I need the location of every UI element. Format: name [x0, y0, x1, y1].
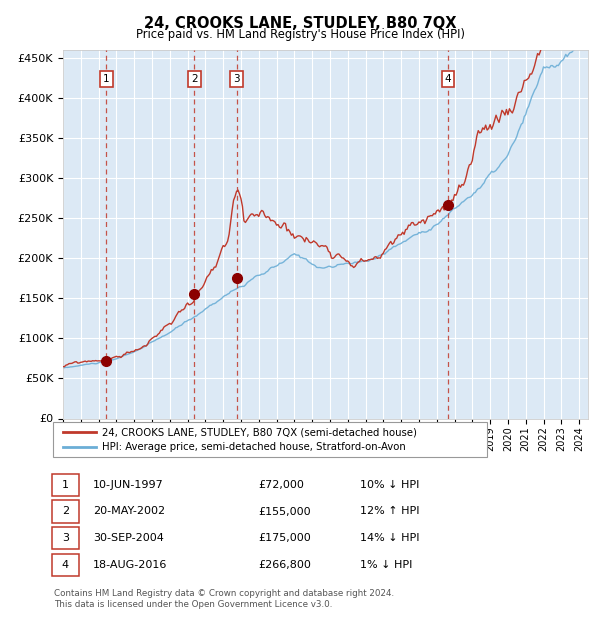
Text: 30-SEP-2004: 30-SEP-2004 [93, 533, 164, 543]
Text: £155,000: £155,000 [258, 507, 311, 516]
Text: £72,000: £72,000 [258, 480, 304, 490]
Text: 20-MAY-2002: 20-MAY-2002 [93, 507, 165, 516]
Text: 1% ↓ HPI: 1% ↓ HPI [360, 560, 412, 570]
Text: £266,800: £266,800 [258, 560, 311, 570]
Text: £175,000: £175,000 [258, 533, 311, 543]
Text: 4: 4 [62, 560, 69, 570]
Text: 1: 1 [62, 480, 69, 490]
Text: 10-JUN-1997: 10-JUN-1997 [93, 480, 164, 490]
Text: 2: 2 [62, 507, 69, 516]
Text: 3: 3 [62, 533, 69, 543]
Text: 24, CROOKS LANE, STUDLEY, B80 7QX: 24, CROOKS LANE, STUDLEY, B80 7QX [144, 16, 456, 30]
Text: Contains HM Land Registry data © Crown copyright and database right 2024.
This d: Contains HM Land Registry data © Crown c… [54, 590, 394, 609]
Text: 2: 2 [191, 74, 197, 84]
Text: 3: 3 [233, 74, 240, 84]
Text: 14% ↓ HPI: 14% ↓ HPI [360, 533, 419, 543]
Text: 1: 1 [103, 74, 110, 84]
Text: 24, CROOKS LANE, STUDLEY, B80 7QX (semi-detached house): 24, CROOKS LANE, STUDLEY, B80 7QX (semi-… [102, 427, 417, 438]
Text: 12% ↑ HPI: 12% ↑ HPI [360, 507, 419, 516]
Text: 4: 4 [445, 74, 451, 84]
Text: HPI: Average price, semi-detached house, Stratford-on-Avon: HPI: Average price, semi-detached house,… [102, 441, 406, 452]
Text: 10% ↓ HPI: 10% ↓ HPI [360, 480, 419, 490]
Text: 18-AUG-2016: 18-AUG-2016 [93, 560, 167, 570]
Text: Price paid vs. HM Land Registry's House Price Index (HPI): Price paid vs. HM Land Registry's House … [136, 28, 464, 41]
